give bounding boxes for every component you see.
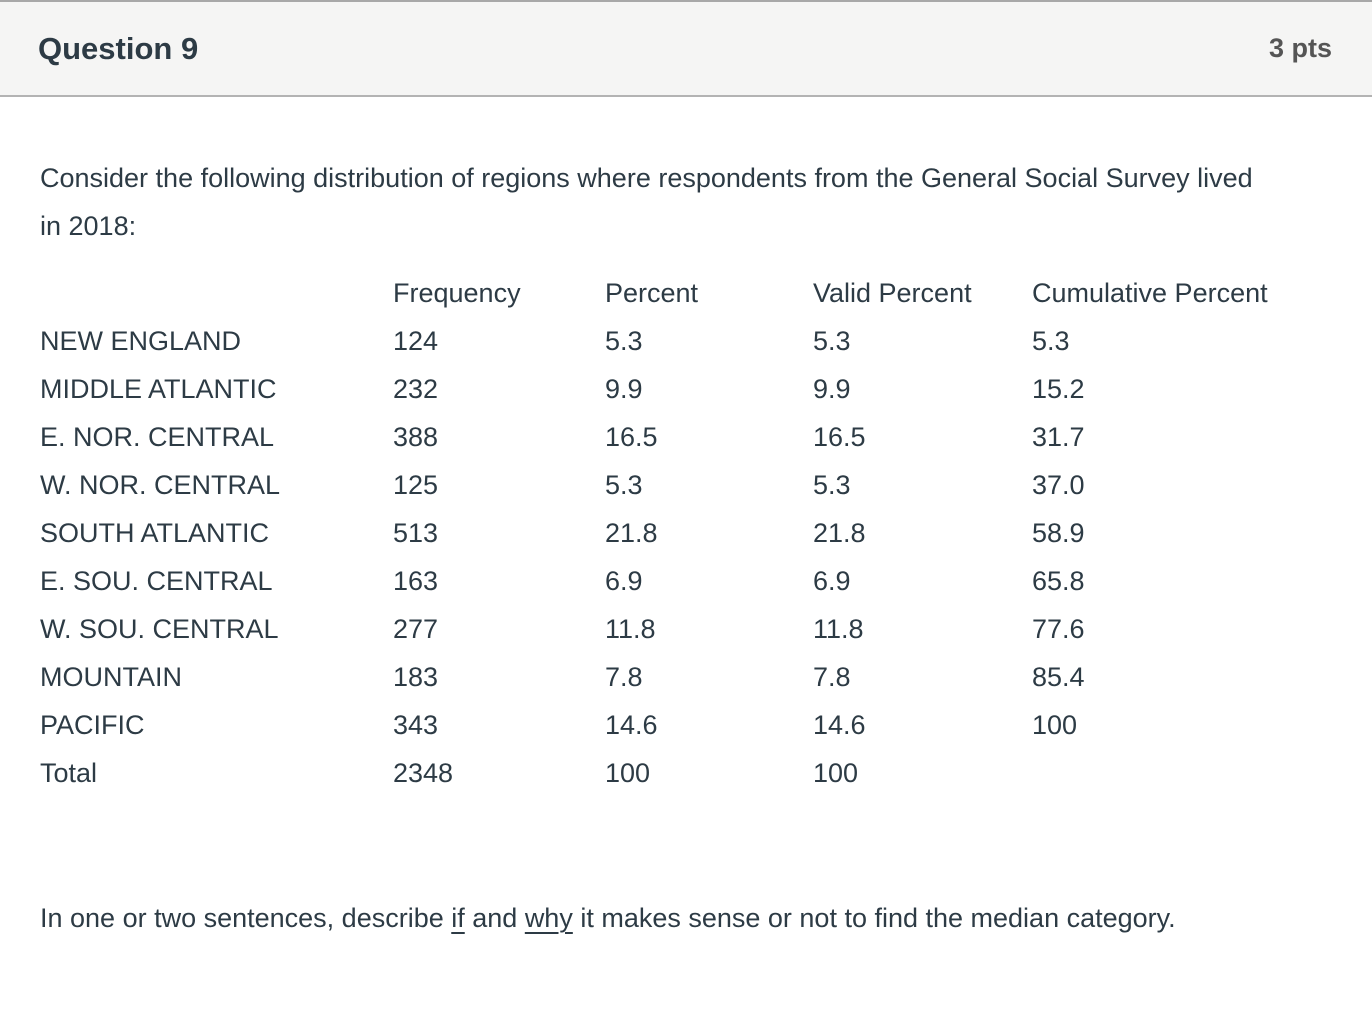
value-cell: 6.9 [605, 566, 643, 596]
value-cell: 6.9 [813, 566, 851, 596]
region-label-cell: MOUNTAIN [40, 662, 182, 692]
value-cell: 21.8 [605, 518, 658, 548]
value-cell: 232 [393, 374, 439, 404]
table-row: MIDDLE ATLANTIC 232 9.9 9.9 15.2 [40, 365, 1312, 413]
prompt-underlined-if: if [451, 903, 465, 933]
value-cell: 14.6 [813, 710, 866, 740]
prompt-underlined-why: why [524, 903, 573, 933]
column-header: Percent [605, 278, 699, 308]
value-cell: 21.8 [813, 518, 866, 548]
table-row: W. SOU. CENTRAL 277 11.8 11.8 77.6 [40, 605, 1312, 653]
region-label-cell: W. SOU. CENTRAL [40, 614, 279, 644]
value-cell: 77.6 [1032, 614, 1085, 644]
table-row: E. SOU. CENTRAL 163 6.9 6.9 65.8 [40, 557, 1312, 605]
value-cell: 31.7 [1032, 422, 1085, 452]
question-points-badge: 3 pts [1268, 33, 1332, 63]
value-cell: 343 [393, 710, 439, 740]
value-cell: 2348 [393, 758, 454, 788]
value-cell: 7.8 [605, 662, 643, 692]
value-cell: 58.9 [1032, 518, 1085, 548]
prompt-text-pre: In one or two sentences, describe [40, 903, 452, 933]
value-cell: 37.0 [1032, 470, 1085, 500]
value-cell: 513 [393, 518, 439, 548]
value-cell: 5.3 [605, 470, 643, 500]
value-cell: 163 [393, 566, 439, 596]
region-label-cell: Total [40, 758, 98, 788]
region-label-cell: E. NOR. CENTRAL [40, 422, 275, 452]
value-cell: 16.5 [605, 422, 658, 452]
value-cell: 100 [813, 758, 859, 788]
question-header-bar: Question 9 3 pts [0, 0, 1372, 97]
prompt-text-post: it makes sense or not to find the median… [572, 903, 1176, 933]
value-cell: 5.3 [813, 470, 851, 500]
value-cell [1032, 749, 1312, 797]
value-cell: 9.9 [605, 374, 643, 404]
value-cell: 277 [393, 614, 439, 644]
prompt-text-mid: and [464, 903, 525, 933]
value-cell: 5.3 [1032, 326, 1070, 356]
table-row: Total 2348 100 100 [40, 749, 1312, 797]
question-title: Question 9 [38, 30, 199, 66]
value-cell: 14.6 [605, 710, 658, 740]
region-label-cell: NEW ENGLAND [40, 326, 242, 356]
value-cell: 16.5 [813, 422, 866, 452]
value-cell: 7.8 [813, 662, 851, 692]
value-cell: 100 [605, 758, 651, 788]
value-cell: 388 [393, 422, 439, 452]
value-cell: 11.8 [813, 614, 864, 644]
value-cell: 183 [393, 662, 439, 692]
value-cell: 85.4 [1032, 662, 1085, 692]
table-row: PACIFIC 343 14.6 14.6 100 [40, 701, 1312, 749]
value-cell: 11.8 [605, 614, 656, 644]
column-header: Valid Percent [813, 278, 972, 308]
frequency-table-head: Frequency Percent Valid Percent Cumulative … [40, 269, 1312, 317]
column-header: Cumulative Percent [1032, 278, 1268, 308]
question-body: Consider the following distribution of r… [0, 154, 1372, 942]
frequency-table: Frequency Percent Valid Percent Cumulative … [40, 269, 1312, 797]
region-label-cell: PACIFIC [40, 710, 145, 740]
value-cell: 9.9 [813, 374, 851, 404]
prompt-paragraph: In one or two sentences, describe if and… [40, 894, 1270, 942]
value-cell: 15.2 [1032, 374, 1085, 404]
value-cell: 124 [393, 326, 439, 356]
region-label-cell: MIDDLE ATLANTIC [40, 374, 277, 404]
table-row: W. NOR. CENTRAL 125 5.3 5.3 37.0 [40, 461, 1312, 509]
table-row: NEW ENGLAND 124 5.3 5.3 5.3 [40, 317, 1312, 365]
value-cell: 125 [393, 470, 439, 500]
region-label-cell: SOUTH ATLANTIC [40, 518, 270, 548]
value-cell: 5.3 [605, 326, 643, 356]
table-row: E. NOR. CENTRAL 388 16.5 16.5 31.7 [40, 413, 1312, 461]
frequency-table-body: NEW ENGLAND 124 5.3 5.3 5.3 MIDDLE ATLANTIC 23… [40, 317, 1312, 797]
table-header-row: Frequency Percent Valid Percent Cumulative … [40, 269, 1312, 317]
table-row: SOUTH ATLANTIC 513 21.8 21.8 58.9 [40, 509, 1312, 557]
intro-paragraph: Consider the following distribution of r… [40, 163, 1253, 241]
value-cell: 100 [1032, 710, 1078, 740]
table-row: MOUNTAIN 183 7.8 7.8 85.4 [40, 653, 1312, 701]
value-cell: 5.3 [813, 326, 851, 356]
region-label-cell: E. SOU. CENTRAL [40, 566, 273, 596]
value-cell: 65.8 [1032, 566, 1085, 596]
column-header: Frequency [393, 278, 521, 308]
region-label-cell: W. NOR. CENTRAL [40, 470, 281, 500]
column-header [40, 269, 393, 317]
